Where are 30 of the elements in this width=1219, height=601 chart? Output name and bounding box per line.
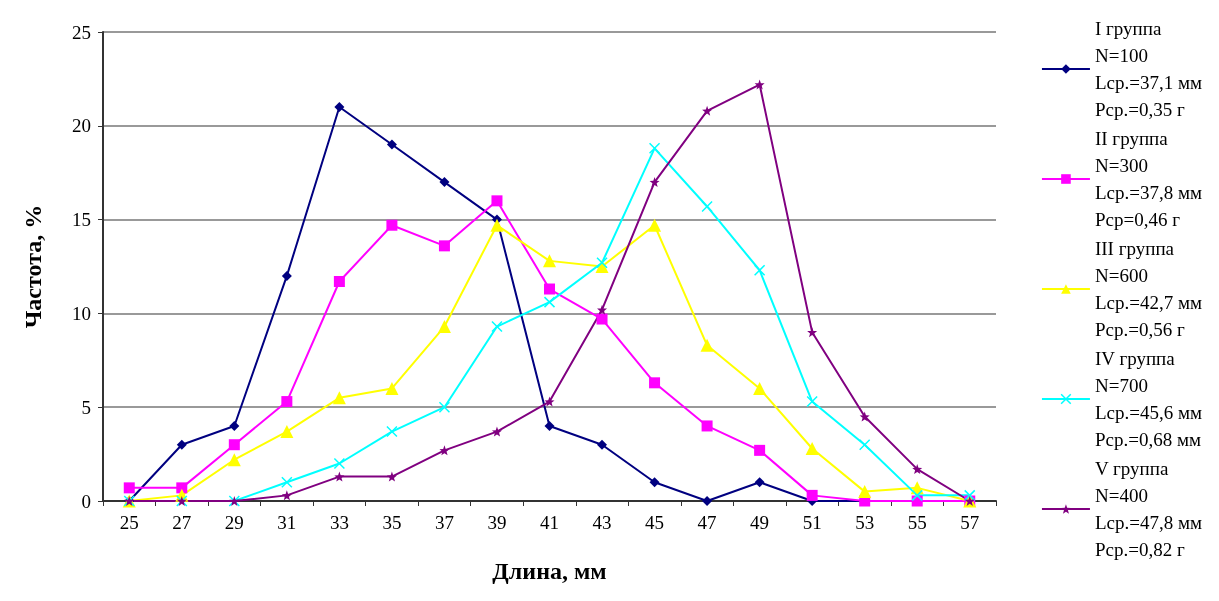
x-tick-label: 27: [172, 512, 192, 533]
x-tick-label: 25: [119, 512, 139, 533]
x-tick-label: 33: [329, 512, 349, 533]
x-tick-label: 55: [907, 512, 927, 533]
y-tick-label: 5: [81, 396, 91, 418]
y-tick-label: 0: [81, 490, 91, 512]
legend-label: I группа N=100 Lср.=37,1 мм Pср.=0,35 г: [1094, 18, 1203, 120]
legend-label: III группа N=600 Lср.=42,7 мм Pср.=0,56 г: [1094, 238, 1203, 340]
legend-label: II группа N=300 Lср.=37,8 мм Pср=0,46 г: [1094, 128, 1203, 230]
x-tick-label: 41: [540, 512, 559, 533]
y-tick-label: 20: [72, 115, 91, 137]
x-tick-label: 47: [697, 512, 717, 533]
x-tick-label: 39: [487, 512, 507, 533]
legend-label: IV группа N=700 Lср.=45,6 мм Pср.=0,68 мм: [1094, 348, 1203, 450]
x-tick-label: 35: [382, 512, 402, 533]
x-tick-label: 49: [750, 512, 770, 533]
x-tick-label: 53: [855, 512, 875, 533]
y-tick-label: 10: [72, 302, 91, 324]
x-tick-label: 37: [434, 512, 454, 533]
y-tick-label: 25: [72, 21, 91, 43]
x-tick-label: 57: [960, 512, 980, 533]
x-tick-label: 31: [277, 512, 297, 533]
x-axis-title: Длина, мм: [492, 558, 607, 584]
x-tick-label: 43: [592, 512, 612, 533]
x-tick-label: 51: [802, 512, 822, 533]
x-tick-label: 45: [645, 512, 665, 533]
x-tick-label: 29: [224, 512, 244, 533]
y-tick-label: 15: [72, 209, 91, 231]
y-axis-title: Частота, %: [20, 204, 46, 329]
legend-label: V группа N=400 Lср.=47,8 мм Pср.=0,82 г: [1094, 458, 1203, 560]
